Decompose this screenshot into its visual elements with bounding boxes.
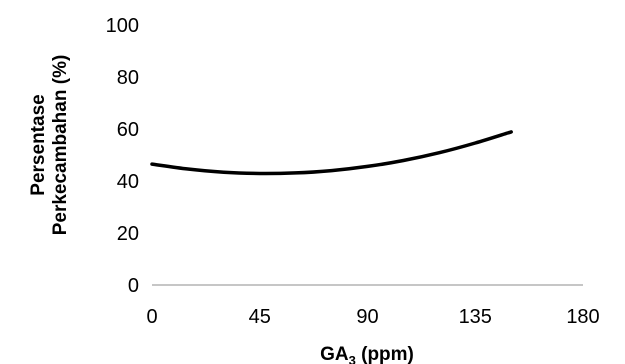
y-tick-label: 20	[117, 223, 139, 245]
y-tick-label: 60	[117, 119, 139, 141]
x-tick-label: 135	[459, 306, 492, 328]
y-axis-title-line-2: Perkecambahan (%)	[50, 55, 71, 236]
x-axis-title-main: GA	[320, 344, 349, 364]
x-tick-label: 0	[146, 306, 157, 328]
y-tick-label: 80	[117, 67, 139, 89]
y-tick-label: 0	[128, 275, 139, 297]
x-tick-label: 90	[356, 306, 378, 328]
x-tick-label: 45	[249, 306, 271, 328]
y-axis-title: Persentase Perkecambahan (%)	[28, 55, 71, 236]
x-axis-title-subscript: 3	[349, 353, 356, 364]
y-tick-labels: 0 20 40 60 80 100	[106, 15, 139, 297]
y-axis-title-line-1: Persentase	[28, 94, 49, 195]
x-axis-title-unit: (ppm)	[356, 344, 414, 364]
x-tick-label: 180	[566, 306, 599, 328]
series-group	[150, 130, 513, 176]
series-line-0	[150, 130, 513, 176]
x-tick-labels: 0 45 90 135 180	[146, 306, 599, 328]
x-axis-title: GA3 (ppm)	[320, 344, 414, 364]
y-tick-label: 100	[106, 15, 139, 37]
y-tick-label: 40	[117, 171, 139, 193]
